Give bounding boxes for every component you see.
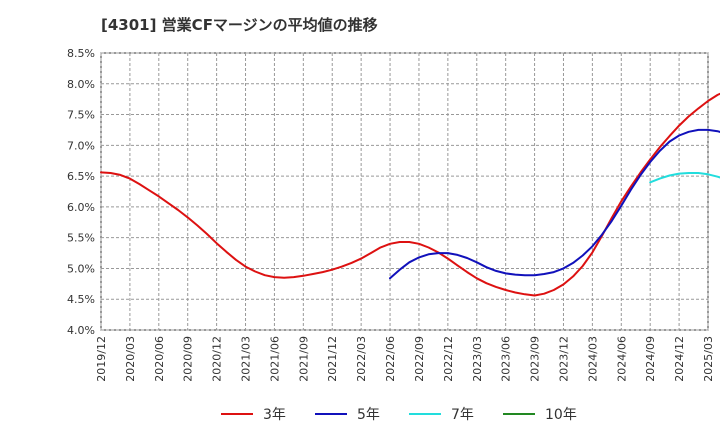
x-tick-label: 2021/09 [297,336,310,382]
series-lines [100,92,720,297]
x-tick-label: 2023/06 [500,336,513,382]
y-tick-label: 8.5% [67,47,95,60]
x-tick-label: 2020/06 [153,336,166,382]
legend-label-0: 3年 [263,407,286,423]
x-tick-label: 2022/03 [355,336,368,382]
x-tick-label: 2022/09 [413,336,426,382]
y-tick-label: 7.5% [67,109,95,122]
y-tick-label: 5.0% [67,262,95,275]
y-tick-label: 6.5% [67,170,95,183]
x-tick-label: 2021/06 [268,336,281,382]
y-axis-ticks: 4.0% 4.5% 5.0% 5.5% 6.0% 6.5% 7.0% 7.5% 8.0% 8.5% [67,47,95,337]
plot-area [100,52,709,331]
x-tick-label: 2021/12 [326,336,339,382]
x-tick-label: 2024/09 [644,336,657,382]
x-tick-label: 2024/12 [673,336,686,382]
x-tick-label: 2025/03 [702,336,715,382]
x-tick-label: 2022/06 [384,336,397,382]
legend-label-1: 5年 [357,407,380,423]
x-tick-label: 2019/12 [95,336,108,382]
x-tick-label: 2024/03 [586,336,599,382]
y-tick-label: 4.0% [67,324,95,337]
series-line-0 [100,92,720,297]
x-tick-label: 2020/03 [124,336,137,382]
x-tick-label: 2023/09 [529,336,542,382]
x-tick-label: 2023/03 [471,336,484,382]
y-tick-label: 5.5% [67,232,95,245]
x-tick-label: 2021/03 [240,336,253,382]
x-tick-label: 2023/12 [557,336,570,382]
grid-lines [100,52,709,331]
x-tick-label: 2020/12 [211,336,224,382]
x-axis-ticks: 2019/12 2020/03 2020/06 2020/09 2020/12 2021/… [95,336,715,382]
legend: 3年 5年 7年 10年 [221,407,577,423]
legend-label-2: 7年 [451,407,474,423]
chart-title: [4301] 営業CFマージンの平均値の推移 [101,16,378,34]
y-tick-label: 6.0% [67,201,95,214]
y-tick-label: 4.5% [67,293,95,306]
series-line-2 [649,172,720,184]
x-tick-label: 2020/09 [182,336,195,382]
legend-label-3: 10年 [545,407,577,423]
y-tick-label: 7.0% [67,139,95,152]
x-tick-label: 2022/12 [442,336,455,382]
x-tick-label: 2024/06 [615,336,628,382]
y-tick-label: 8.0% [67,78,95,91]
series-line-1 [389,128,720,280]
